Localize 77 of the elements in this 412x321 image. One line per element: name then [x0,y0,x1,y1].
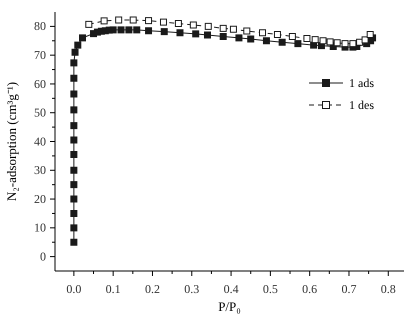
point [220,24,227,32]
point [366,30,374,38]
x-tick-label: 0.3 [184,282,200,296]
point [85,20,92,28]
point [70,122,78,130]
point [349,40,356,48]
point [100,17,108,24]
point [118,26,125,34]
point [204,22,212,30]
point [294,40,302,48]
point [230,26,237,33]
point [320,37,327,44]
point [145,17,152,24]
x-tick-label: 0.0 [66,282,82,296]
point [115,16,122,24]
point [190,21,197,28]
y-tick-label: 50 [34,106,46,120]
point [362,36,369,44]
point [204,32,211,39]
point [274,30,281,38]
point [70,210,78,217]
legend-label: 1 ads [349,76,374,90]
y-axis-title: N₂-adsorption (cm³g⁻¹) [4,82,19,202]
point [70,59,78,66]
point [326,38,334,46]
point [192,30,200,38]
point [259,29,266,36]
point [174,20,182,28]
legend-label: 1 des [349,98,374,112]
point [145,27,152,34]
y-tick-label: 10 [34,220,46,235]
x-tick-label: 0.1 [106,282,121,296]
point [160,28,168,36]
point [70,238,78,246]
point [176,29,184,36]
point [312,36,319,44]
y-tick-label: 80 [34,19,46,34]
point [262,37,270,44]
point [70,136,78,144]
x-tick-label: 0.8 [380,282,396,296]
y-tick-label: 30 [34,163,46,178]
point [235,34,242,42]
x-tick-label: 0.7 [341,282,356,296]
point [220,32,227,40]
x-tick-label: 0.6 [302,282,318,296]
point [70,106,78,114]
point [79,34,86,42]
point [72,48,79,56]
point [303,34,310,42]
x-tick-label: 0.5 [262,282,278,296]
point [70,196,78,203]
point [70,74,78,82]
y-tick-label: 20 [34,192,46,206]
point [334,39,341,46]
y-tick-label: 40 [34,134,46,148]
x-tick-label: 0.4 [224,282,239,296]
point [278,38,286,46]
point [70,150,78,158]
x-axis-title: P/P₀ [218,299,241,314]
y-tick-label: 70 [34,48,46,62]
point [74,42,82,49]
point [130,16,137,24]
point [288,32,296,40]
point [125,26,132,34]
point [133,26,140,34]
point [70,90,78,98]
point [342,40,349,48]
point [243,27,250,34]
point [247,36,254,43]
point [70,224,78,232]
y-tick-label: 60 [34,76,46,91]
x-tick-label: 0.2 [144,282,160,296]
y-tick-label: 0 [40,249,46,264]
point [160,18,167,26]
point [70,181,78,188]
point [70,166,78,174]
point [110,26,117,34]
